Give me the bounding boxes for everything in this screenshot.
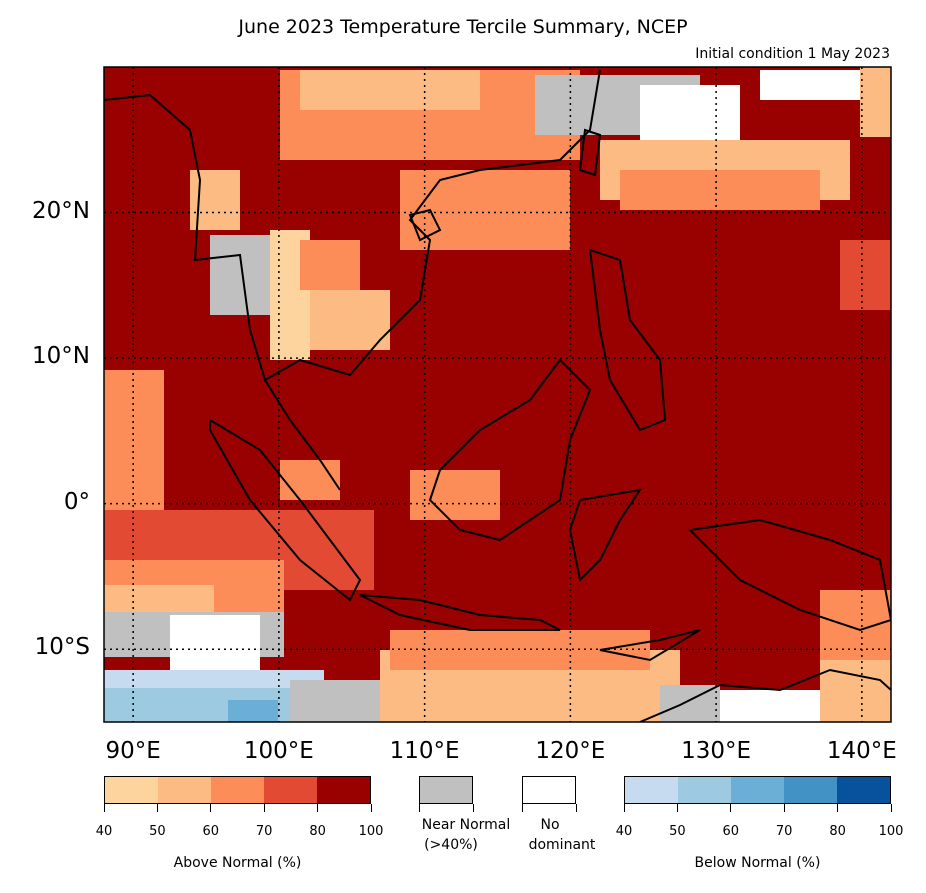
region-sumatra-mid — [280, 460, 340, 500]
longitude-label: 100°E — [243, 738, 314, 764]
map-title: June 2023 Temperature Tercile Summary, N… — [238, 16, 688, 38]
longitude-label: 90°E — [105, 738, 161, 764]
above-normal-colorbar — [104, 776, 371, 804]
colorbar-segment — [317, 777, 370, 803]
region-australia-white — [720, 690, 820, 722]
latitude-label: 10°N — [32, 343, 90, 370]
initial-condition-label: Initial condition 1 May 2023 — [695, 46, 890, 62]
coastline-philippines — [588, 248, 667, 432]
colorbar-tick — [676, 804, 678, 812]
swatch-tick — [418, 804, 420, 812]
colorbar-tick — [837, 804, 839, 812]
region-southwest-light — [104, 585, 214, 615]
coastline-new-guinea — [687, 518, 891, 632]
region-southwest-white — [170, 615, 260, 670]
gridlines — [104, 67, 891, 722]
colorbar-segment — [625, 777, 678, 803]
colorbar-tick-label: 100 — [878, 824, 904, 839]
coastline-hainan — [408, 208, 442, 242]
coastline-australia — [639, 668, 891, 722]
coastline-malay-peninsula — [264, 379, 341, 491]
region-laos-mid — [300, 240, 360, 290]
region-borneo-west-light — [410, 470, 500, 520]
region-indian-ocean-west — [104, 370, 164, 510]
colorbar-tick-label: 70 — [775, 824, 793, 839]
colorbar-segment — [784, 777, 837, 803]
below-normal-colorbar — [624, 776, 891, 804]
colorbar-tick — [103, 804, 105, 812]
longitude-label: 130°E — [681, 738, 752, 764]
colorbar-segment — [264, 777, 317, 803]
region-myanmar-near — [210, 235, 270, 315]
colorbar-segment — [678, 777, 731, 803]
colorbar-tick-label: 70 — [255, 824, 273, 839]
colorbar-tick-label: 60 — [202, 824, 220, 839]
longitude-label: 110°E — [389, 738, 460, 764]
region-northwest-pacific-mid — [620, 170, 820, 210]
colorbar-segment — [837, 777, 890, 803]
colorbar-segment — [211, 777, 264, 803]
no-dominant-swatch — [522, 776, 576, 804]
latitude-label: 20°N — [32, 197, 90, 224]
colorbar-tick — [370, 804, 372, 812]
below-normal-label: Below Normal (%) — [694, 855, 821, 871]
colorbar-tick — [317, 804, 319, 812]
near-normal-label-line1: Near Normal — [421, 817, 511, 833]
colorbar-tick-label: 60 — [722, 824, 740, 839]
no-dominant-label-line1: No — [540, 817, 560, 833]
coastline-taiwan — [578, 128, 602, 177]
colorbar-tick — [156, 804, 158, 812]
region-east-light — [860, 67, 891, 137]
longitude-label: 120°E — [535, 738, 606, 764]
swatch-tick — [521, 804, 523, 812]
near-normal-label-line2: (>40%) — [424, 837, 478, 853]
colorbar-segment — [105, 777, 158, 803]
colorbar-tick-label: 80 — [309, 824, 326, 839]
colorbar-tick — [210, 804, 212, 812]
latitude-label: 0° — [63, 488, 90, 515]
region-coral-sea-mid — [820, 590, 891, 670]
colorbar-tick — [263, 804, 265, 812]
coastline-sumatra — [209, 418, 362, 602]
region-australia-near — [660, 685, 720, 722]
colorbar-tick-label: 50 — [149, 824, 166, 839]
colorbar-tick — [783, 804, 785, 812]
no-dominant-label-line2: dominant — [528, 837, 596, 853]
colorbar-tick — [623, 804, 625, 812]
swatch-tick — [575, 804, 577, 812]
colorbar-tick-label: 80 — [829, 824, 846, 839]
map-frame — [103, 66, 892, 723]
region-japan-white — [760, 70, 870, 100]
colorbar-segment — [731, 777, 784, 803]
coastline-indochina — [104, 69, 601, 382]
colorbar-tick-label: 40 — [95, 824, 113, 839]
region-east-edge-mid — [840, 240, 891, 310]
longitude-label: 140°E — [826, 738, 897, 764]
colorbar-segment — [158, 777, 211, 803]
above-normal-label: Above Normal (%) — [173, 855, 302, 871]
colorbar-tick-label: 40 — [615, 824, 633, 839]
region-south-mid — [390, 630, 650, 670]
coastline-java — [359, 594, 561, 631]
swatch-tick — [472, 804, 474, 812]
colorbar-tick — [890, 804, 892, 812]
region-southwest-blue3 — [228, 700, 278, 722]
colorbar-tick-label: 50 — [669, 824, 686, 839]
near-normal-swatch — [419, 776, 473, 804]
colorbar-tick — [730, 804, 732, 812]
region-taiwan-white — [640, 85, 740, 145]
coastline-timor — [599, 629, 701, 662]
region-china-south-light — [300, 70, 480, 110]
colorbar-tick-label: 100 — [358, 824, 384, 839]
latitude-label: 10°S — [34, 634, 90, 661]
region-cambodia-light — [310, 290, 390, 350]
